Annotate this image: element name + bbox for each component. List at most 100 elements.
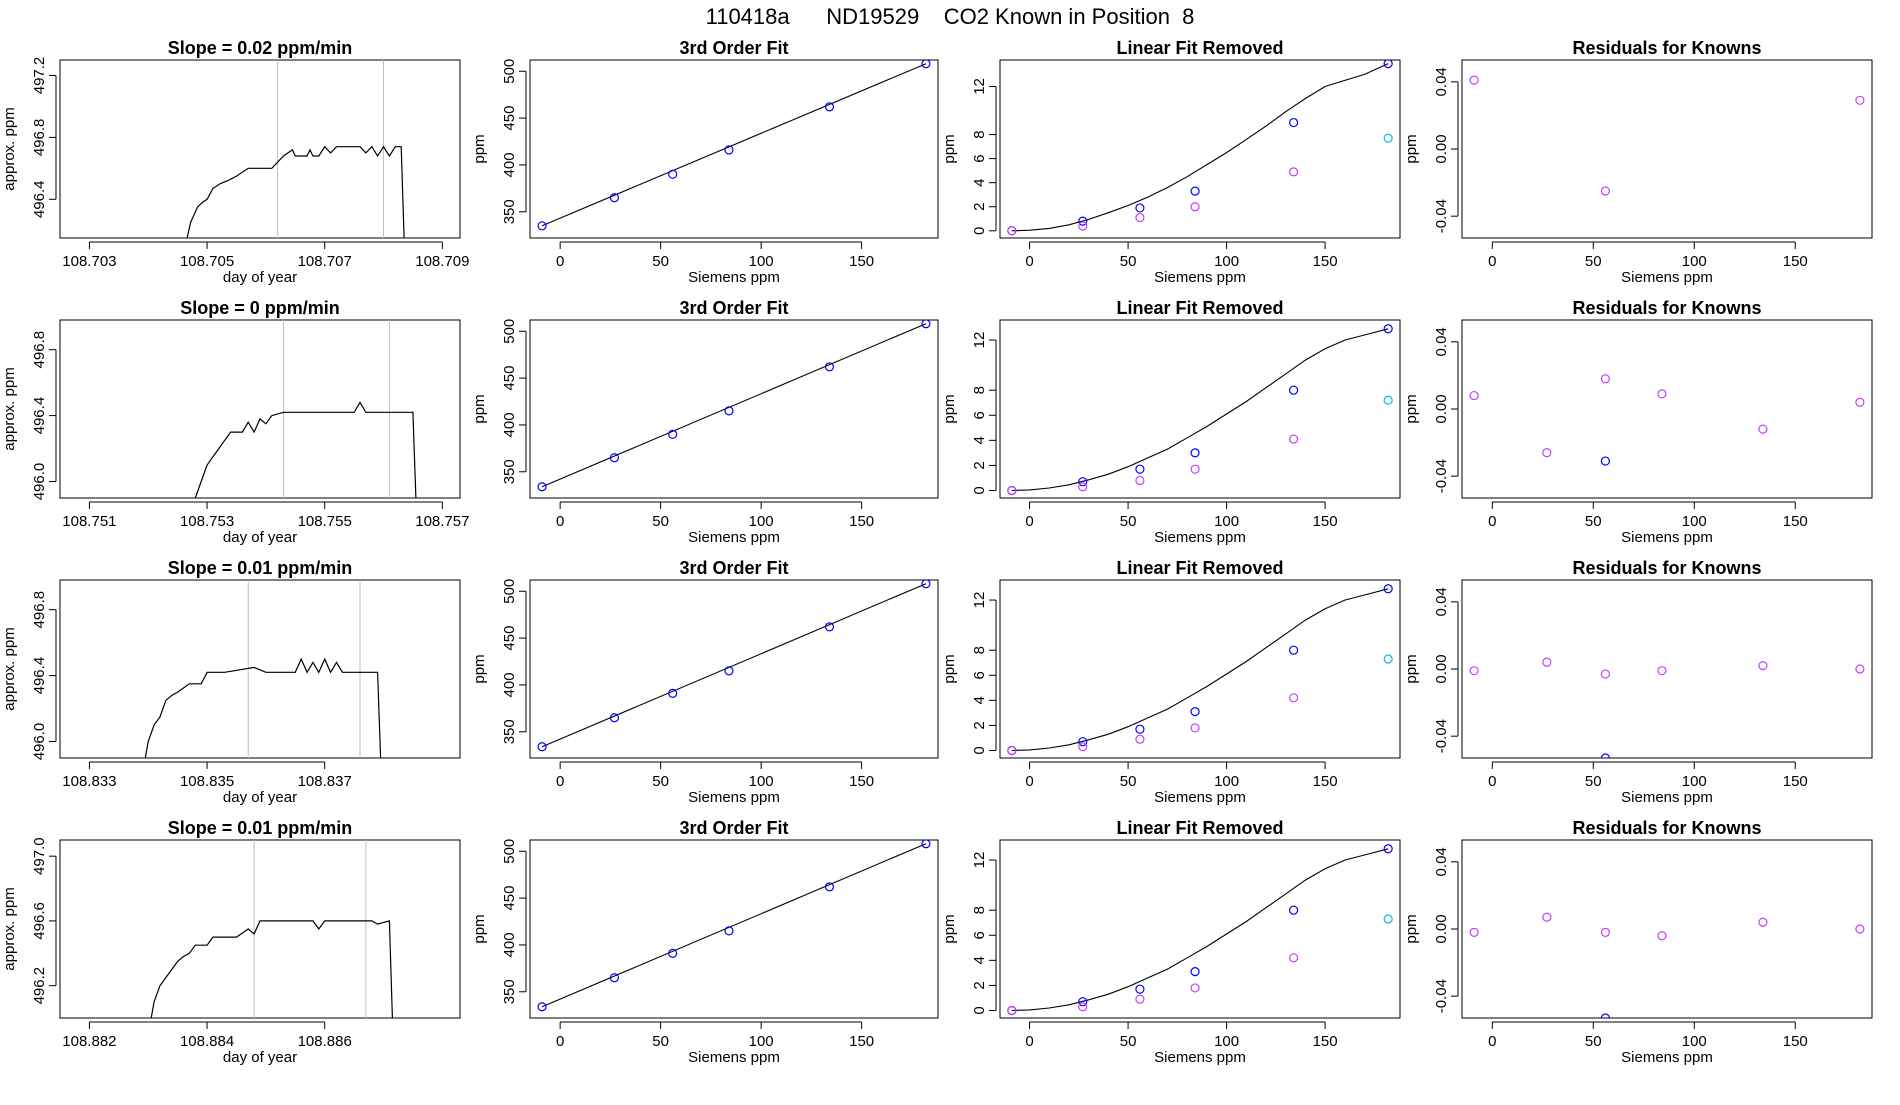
y-tick-label: 350 [501, 459, 518, 484]
series-line [144, 657, 382, 758]
data-point-blue [724, 145, 734, 155]
panel-r2-c3: Residuals for Knowns 0 50 100 150 Siemens ppm… [1403, 558, 1873, 806]
data-point-blue [1135, 724, 1145, 734]
page-title: 110418a ND19529 CO2 Known in Position 8 [705, 4, 1195, 29]
panel-title: Residuals for Knowns [1572, 558, 1761, 578]
y-axis-label: ppm [941, 654, 958, 683]
y-tick-label: 8 [971, 386, 988, 394]
x-axis-label: Siemens ppm [1621, 529, 1713, 546]
data-point-magenta [1657, 931, 1667, 941]
y-tick-label: 500 [501, 319, 518, 344]
data-point-cyan [1383, 914, 1393, 924]
x-tick-label: 150 [1313, 773, 1338, 790]
plot-area [1469, 374, 1865, 466]
data-point-blue [1135, 984, 1145, 994]
y-tick-label: 0.04 [1433, 327, 1450, 356]
x-tick-label: 50 [1120, 253, 1137, 270]
data-point-magenta [1190, 464, 1200, 474]
plot-area [1469, 75, 1865, 196]
x-tick-label: 50 [652, 513, 669, 530]
data-point-blue [921, 580, 931, 589]
data-point-magenta [1542, 912, 1552, 922]
x-axis-label: Siemens ppm [1154, 1049, 1246, 1066]
x-axis-label: Siemens ppm [1154, 269, 1246, 286]
panel-title: Slope = 0 ppm/min [180, 298, 340, 318]
data-point-blue [1383, 844, 1393, 854]
x-tick-label: 50 [1585, 513, 1602, 530]
x-tick-label: 108.886 [298, 1033, 352, 1050]
x-tick-label: 50 [652, 773, 669, 790]
x-tick-label: 0 [556, 513, 564, 530]
data-point-magenta [1469, 390, 1479, 401]
data-point-blue [1383, 324, 1393, 334]
y-axis-label: ppm [941, 914, 958, 943]
panel-frame [1461, 319, 1873, 499]
data-point-cyan [1383, 654, 1393, 664]
data-point-blue [537, 482, 547, 492]
y-axis-label: ppm [941, 394, 958, 423]
panel-frame [59, 579, 461, 759]
panel-frame [59, 59, 461, 239]
plot-area [537, 580, 931, 752]
y-tick-label: 350 [501, 979, 518, 1004]
panel-title: Slope = 0.02 ppm/min [168, 38, 353, 58]
panel-title: Residuals for Knowns [1572, 818, 1761, 838]
data-point-blue [609, 713, 620, 723]
x-axis-label: Siemens ppm [1621, 1049, 1713, 1066]
x-tick-label: 100 [1682, 253, 1707, 270]
panel-r3-c3: Residuals for Knowns 0 50 100 150 Siemens ppm… [1403, 818, 1873, 1066]
x-tick-label: 100 [1214, 253, 1239, 270]
y-tick-label: 2 [971, 981, 988, 989]
x-tick-label: 100 [1214, 773, 1239, 790]
x-tick-label: 50 [1120, 773, 1137, 790]
panel-frame [1461, 839, 1873, 1019]
y-tick-label: 400 [501, 672, 518, 697]
panel-title: 3rd Order Fit [679, 818, 788, 838]
data-point-magenta [1469, 666, 1479, 676]
x-tick-label: 0 [556, 773, 564, 790]
x-tick-label: 100 [749, 1033, 774, 1050]
data-point-magenta [1135, 994, 1145, 1004]
fit-curve [1011, 588, 1389, 752]
panel-title: 3rd Order Fit [679, 38, 788, 58]
y-tick-label: -0.04 [1433, 719, 1450, 753]
y-tick-label: 497.2 [31, 57, 48, 95]
y-tick-label: 12 [971, 852, 988, 869]
panel-title: Linear Fit Removed [1116, 298, 1283, 318]
x-tick-label: 0 [1025, 513, 1033, 530]
data-point-blue [921, 840, 931, 849]
y-axis-label: ppm [471, 654, 488, 683]
data-point-blue [1078, 997, 1088, 1007]
x-axis-label: Siemens ppm [1621, 789, 1713, 806]
data-point-blue [824, 362, 835, 372]
panel-r3-c0: Slope = 0.01 ppm/min 108.882 108.884 108.88… [1, 818, 461, 1066]
panel-frame [999, 319, 1401, 499]
y-tick-label: 350 [501, 199, 518, 224]
panel-frame [529, 579, 939, 759]
x-tick-label: 50 [1585, 253, 1602, 270]
y-tick-label: 4 [971, 436, 988, 444]
series-line [194, 401, 417, 498]
y-axis-label: ppm [471, 134, 488, 163]
data-point-blue [921, 320, 931, 329]
data-point-blue [1288, 905, 1299, 915]
data-point-blue [668, 169, 678, 179]
data-point-magenta [1288, 434, 1299, 444]
y-tick-label: 500 [501, 59, 518, 84]
fit-curve [541, 63, 927, 227]
data-point-blue [609, 973, 620, 983]
data-point-magenta [1288, 167, 1299, 177]
y-tick-label: 496.4 [31, 397, 48, 435]
x-tick-label: 0 [1025, 773, 1033, 790]
data-point-magenta [1135, 212, 1145, 223]
panel-title: Residuals for Knowns [1572, 298, 1761, 318]
fit-curve [1011, 848, 1389, 1012]
data-point-cyan [1383, 133, 1393, 143]
y-tick-label: 500 [501, 579, 518, 604]
x-tick-label: 108.753 [180, 513, 234, 530]
y-tick-label: 2 [971, 461, 988, 469]
fit-curve [541, 583, 927, 748]
y-tick-label: 4 [971, 956, 988, 964]
data-point-magenta [1542, 448, 1552, 458]
